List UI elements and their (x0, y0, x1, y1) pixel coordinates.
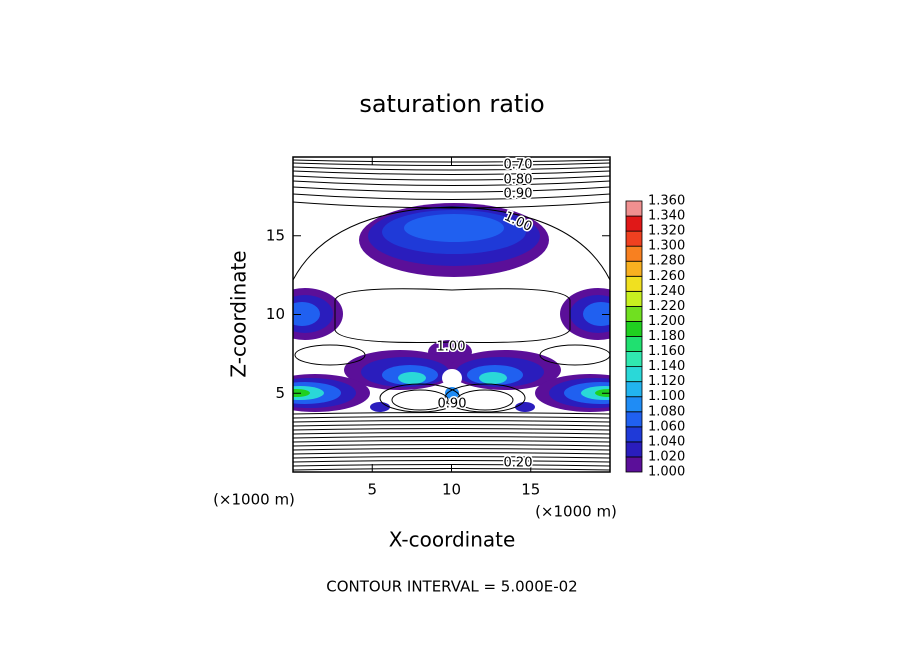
y-tick-label: 5 (275, 384, 285, 402)
contour-line (293, 452, 610, 455)
y-unit: (×1000 m) (213, 491, 295, 509)
colorbar-label: 1.280 (648, 254, 685, 269)
colorbar-label: 1.160 (648, 344, 685, 359)
x-tick-label: 10 (442, 481, 461, 499)
colorbar-box (625, 336, 643, 352)
colorbar-box (625, 426, 643, 443)
contour-line (293, 206, 610, 281)
colorbar-box (625, 381, 643, 398)
contour-line (293, 186, 610, 193)
contour-label: 0.20 (504, 456, 533, 471)
colorbar-box (625, 305, 643, 322)
colorbar-label: 1.200 (648, 314, 685, 329)
filled-region (398, 372, 426, 384)
contour-line (293, 201, 610, 209)
contour-interval: CONTOUR INTERVAL = 5.000E-02 (326, 578, 577, 596)
y-tick-label: 15 (266, 226, 285, 244)
contour-label: 0.90 (504, 187, 533, 202)
colorbar-box (625, 351, 643, 368)
colorbar-label: 1.260 (648, 269, 685, 284)
filled-region (404, 214, 504, 242)
hole (442, 369, 462, 387)
contour-line (444, 383, 526, 413)
contour-line (391, 389, 449, 411)
colorbar-box (625, 260, 643, 277)
x-tick-label: 5 (367, 481, 377, 499)
contour-line (334, 288, 571, 343)
colorbar-box (625, 441, 643, 458)
colorbar-label: 1.360 (648, 194, 685, 209)
contour-line (293, 460, 610, 463)
contour-line (539, 344, 610, 366)
contour-line (293, 444, 610, 447)
colorbar-label: 1.080 (648, 404, 685, 419)
contour-line (293, 436, 610, 439)
colorbar-box (625, 200, 643, 217)
colorbar-box (625, 230, 643, 247)
filled-region (479, 372, 507, 384)
colorbar-box (625, 366, 643, 383)
colorbar-label: 1.020 (648, 449, 685, 464)
contour-line (293, 412, 610, 415)
contour-line (293, 432, 610, 435)
contour-label: 0.70 (504, 158, 533, 173)
colorbar-box (625, 456, 643, 473)
contour-line (293, 420, 610, 423)
colorbar-box (625, 245, 643, 262)
y-tick-label: 10 (266, 305, 285, 323)
filled-contours (293, 203, 610, 412)
contour-line (293, 193, 610, 200)
contour-line (293, 448, 610, 451)
contour-line (293, 175, 610, 181)
colorbar-box (625, 321, 643, 337)
contour-label: 0.80 (504, 173, 533, 188)
contour-line (293, 166, 610, 171)
x-unit: (×1000 m) (535, 503, 617, 521)
colorbar-label: 1.040 (648, 434, 685, 449)
colorbar-box (625, 396, 643, 413)
filled-region (293, 302, 320, 326)
colorbar-box (625, 411, 643, 428)
contour-line (293, 170, 610, 175)
colorbar-label: 1.000 (648, 465, 685, 480)
filled-region (583, 302, 610, 326)
filled-region (293, 389, 310, 397)
contour-line (293, 440, 610, 443)
filled-region (445, 387, 459, 399)
contour-label: 0.90 (438, 397, 467, 412)
colorbar-label: 1.240 (648, 284, 685, 299)
colorbar-label: 1.340 (648, 209, 685, 224)
colorbar-label: 1.060 (648, 419, 685, 434)
colorbar-label: 1.320 (648, 224, 685, 239)
colorbar-label: 1.140 (648, 359, 685, 374)
filled-region (515, 402, 535, 412)
x-tick-label: 15 (521, 481, 540, 499)
colorbar-box (625, 215, 643, 232)
contour-line (379, 383, 461, 413)
contour-line (293, 428, 610, 431)
contour-line (456, 389, 514, 411)
contour-line (293, 456, 610, 459)
contour-label: 1.00 (437, 340, 466, 355)
colorbar-box (625, 290, 643, 307)
y-axis-label: Z-coordinate (227, 250, 251, 377)
colorbar-label: 1.100 (648, 389, 685, 404)
colorbar-label: 1.220 (648, 299, 685, 314)
chart-title: saturation ratio (359, 90, 544, 118)
colorbar-box (625, 275, 643, 292)
contour-line (293, 416, 610, 419)
filled-region (370, 402, 390, 412)
colorbar-label: 1.180 (648, 329, 685, 344)
contour-line (293, 424, 610, 427)
contour-line (294, 344, 366, 366)
colorbar-label: 1.120 (648, 374, 685, 389)
colorbar-label: 1.300 (648, 239, 685, 254)
contour-line (293, 180, 610, 186)
x-axis-label: X-coordinate (389, 528, 516, 552)
contour-line (293, 162, 610, 166)
